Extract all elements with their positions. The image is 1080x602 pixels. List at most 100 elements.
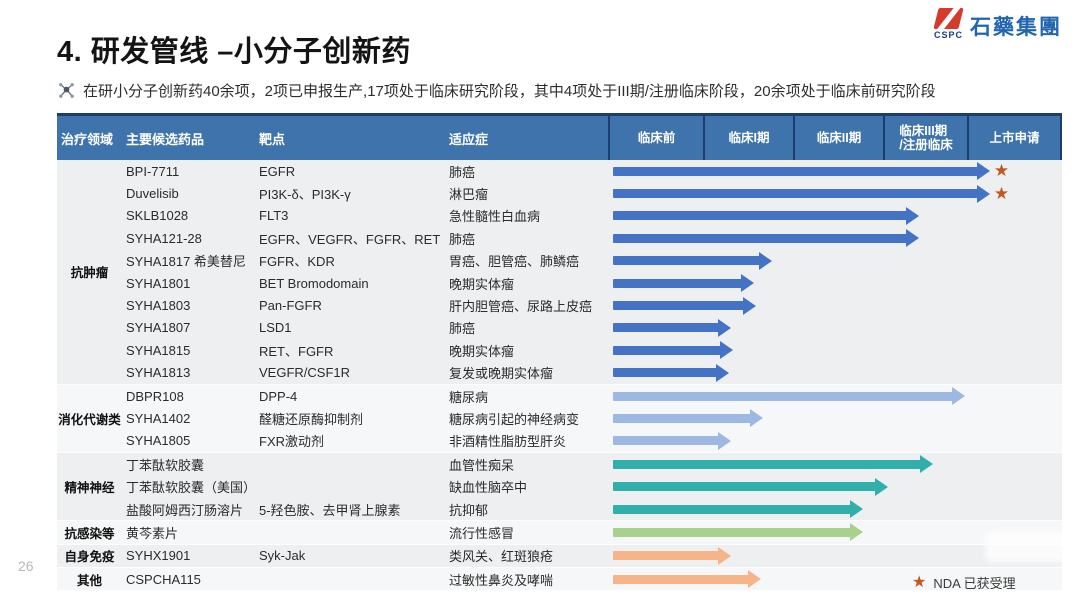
drug-name: SYHA1817 希美替尼	[126, 254, 246, 270]
drug-indication: 肺癌	[449, 231, 476, 247]
pipeline-row: 黄芩素片 流行性感冒	[122, 521, 1062, 543]
drug-target: 5-羟色胺、去甲肾上腺素	[259, 502, 401, 518]
therapy-area-label: 精神神经	[64, 481, 115, 496]
stage-arrow	[613, 455, 934, 474]
pipeline-row: SYHA1807 LSD1 肺癌	[122, 317, 1062, 339]
drug-indication: 胃癌、胆管癌、肺鳞癌	[449, 254, 580, 270]
drug-target: BET Bromodomain	[259, 275, 369, 291]
drug-target: FGFR、KDR	[259, 254, 335, 270]
drug-indication: 复发或晚期实体瘤	[449, 366, 554, 382]
stage-arrow	[613, 363, 729, 382]
stage-arrow	[613, 296, 756, 315]
subtitle-row: 在研小分子创新药40余项，2项已申报生产,17项处于临床研究阶段，其中4项处于I…	[57, 80, 936, 101]
phase-header-4: 临床III期 /注册临床	[883, 116, 967, 160]
pipeline-row: BPI-7711 EGFR 肺癌 ★	[122, 160, 1062, 182]
drug-target: DPP-4	[259, 388, 298, 404]
therapy-group: 其他 CSPCHA115 过敏性鼻炎及哮喘	[57, 568, 1062, 592]
stage-arrow	[613, 162, 990, 181]
drug-indication: 肺癌	[449, 164, 476, 180]
drug-name: CSPCHA115	[126, 571, 201, 587]
drug-target: RET、FGFR	[259, 343, 334, 359]
stage-arrow	[613, 251, 772, 270]
phase-header-5: 上市申请	[967, 116, 1062, 160]
logo-company-en: CSPC	[933, 30, 963, 40]
drug-target: VEGFR/CSF1R	[259, 365, 351, 381]
drug-name: SYHA1402	[126, 410, 191, 426]
drug-indication: 晚期实体瘤	[449, 276, 515, 292]
drug-name: SYHA1813	[126, 365, 191, 381]
drug-target: EGFR	[259, 163, 296, 179]
pipeline-row: SYHA1813 VEGFR/CSF1R 复发或晚期实体瘤	[122, 362, 1062, 384]
pipeline-row: SYHX1901 Syk-Jak 类风关、红斑狼疮	[122, 545, 1062, 567]
drug-indication: 过敏性鼻炎及哮喘	[449, 572, 554, 588]
logo-company-cn: 石藥集團	[970, 16, 1062, 39]
drug-name: Duvelisib	[126, 186, 179, 202]
table-header-row: 治疗领域 主要候选药品 靶点 适应症 临床前 临床I期 临床II期 临床III期 /注…	[57, 113, 1062, 160]
drug-target: FLT3	[259, 208, 289, 224]
drug-name: SYHA1807	[126, 320, 191, 336]
pipeline-body: 抗肿瘤 BPI-7711 EGFR 肺癌 ★ Duvelisib PI3K-δ、PI3K-γ…	[57, 160, 1062, 592]
drug-name: BPI-7711	[126, 163, 180, 179]
pipeline-row: SYHA1801 BET Bromodomain 晚期实体瘤	[122, 272, 1062, 294]
therapy-group: 精神神经 丁苯酞软胶囊 血管性痴呆 丁苯酞软胶囊（美国） 缺血性脑卒中盐酸阿姆西汀肠溶片…	[57, 453, 1062, 522]
phase-header-3: 临床II期	[793, 116, 883, 160]
pipeline-row: SYHA1817 希美替尼 FGFR、KDR 胃癌、胆管癌、肺鳞癌	[122, 250, 1062, 272]
pipeline-row: 丁苯酞软胶囊 血管性痴呆	[122, 453, 1062, 475]
therapy-area-label: 抗肿瘤	[70, 266, 109, 281]
molecule-icon	[59, 83, 74, 98]
stage-arrow	[613, 341, 734, 360]
pipeline-row: 丁苯酞软胶囊（美国） 缺血性脑卒中	[122, 475, 1062, 497]
pipeline-row: SYHA1815 RET、FGFR 晚期实体瘤	[122, 339, 1062, 361]
drug-name: 盐酸阿姆西汀肠溶片	[126, 502, 244, 518]
col-header-target: 靶点	[259, 131, 286, 147]
drug-indication: 急性髓性白血病	[449, 209, 541, 225]
drug-indication: 糖尿病引起的神经病变	[449, 411, 580, 427]
stage-arrow	[613, 387, 965, 406]
stage-arrow	[613, 318, 732, 337]
stage-arrow	[613, 523, 863, 542]
drug-indication: 类风关、红斑狼疮	[449, 549, 554, 565]
therapy-area-label: 消化代谢类	[58, 412, 121, 427]
drug-target: EGFR、VEGFR、FGFR、RET	[259, 231, 441, 247]
therapy-group: 自身免疫 SYHX1901 Syk-Jak 类风关、红斑狼疮	[57, 544, 1062, 569]
therapy-area-label: 抗感染等	[64, 526, 115, 541]
stage-arrow	[613, 546, 732, 565]
nda-star-icon: ★	[993, 161, 1010, 181]
drug-indication: 糖尿病	[449, 389, 489, 405]
col-header-candidate-drug: 主要候选药品	[126, 131, 205, 147]
drug-indication: 淋巴瘤	[449, 187, 489, 203]
pipeline-row: SYHA121-28 EGFR、VEGFR、FGFR、RET 肺癌	[122, 227, 1062, 249]
col-header-therapy-area: 治疗领域	[61, 131, 114, 147]
pipeline-row: SYHA1805 FXR激动剂 非酒精性脂肪型肝炎	[122, 430, 1062, 452]
page-title: 4. 研发管线 –小分子创新药	[57, 36, 411, 68]
phase-header-group: 临床前 临床I期 临床II期 临床III期 /注册临床 上市申请	[608, 116, 1062, 160]
phase-header-2: 临床I期	[703, 116, 793, 160]
drug-name: SYHA1803	[126, 298, 191, 314]
drug-name: SYHX1901	[126, 548, 191, 564]
drug-name: SKLB1028	[126, 208, 189, 224]
company-logo: CSPC 石藥集團	[933, 8, 1062, 41]
drug-name: SYHA1815	[126, 342, 191, 358]
drug-target: Syk-Jak	[259, 548, 306, 564]
drug-indication: 血管性痴呆	[449, 457, 515, 473]
stage-arrow	[613, 477, 888, 496]
drug-name: SYHA121-28	[126, 230, 202, 246]
drug-name: 丁苯酞软胶囊（美国）	[126, 480, 257, 496]
stage-arrow	[613, 229, 920, 248]
stage-arrow	[613, 570, 761, 589]
stage-arrow	[613, 274, 754, 293]
drug-target: 醛糖还原酶抑制剂	[259, 411, 364, 427]
stage-arrow	[613, 184, 990, 203]
pipeline-table: 治疗领域 主要候选药品 靶点 适应症 临床前 临床I期 临床II期 临床III期 /注…	[57, 113, 1062, 592]
phase-header-1: 临床前	[608, 116, 703, 160]
nda-star-legend-icon: ★	[912, 573, 927, 591]
stage-arrow	[613, 206, 920, 225]
drug-name: SYHA1805	[126, 433, 191, 449]
pipeline-row: CSPCHA115 过敏性鼻炎及哮喘	[122, 568, 1062, 590]
pipeline-row: SYHA1402 醛糖还原酶抑制剂 糖尿病引起的神经病变	[122, 407, 1062, 429]
stage-arrow	[613, 431, 732, 450]
drug-indication: 流行性感冒	[449, 525, 515, 541]
pipeline-row: DBPR108 DPP-4 糖尿病	[122, 385, 1062, 407]
therapy-area-label: 其他	[76, 573, 102, 588]
